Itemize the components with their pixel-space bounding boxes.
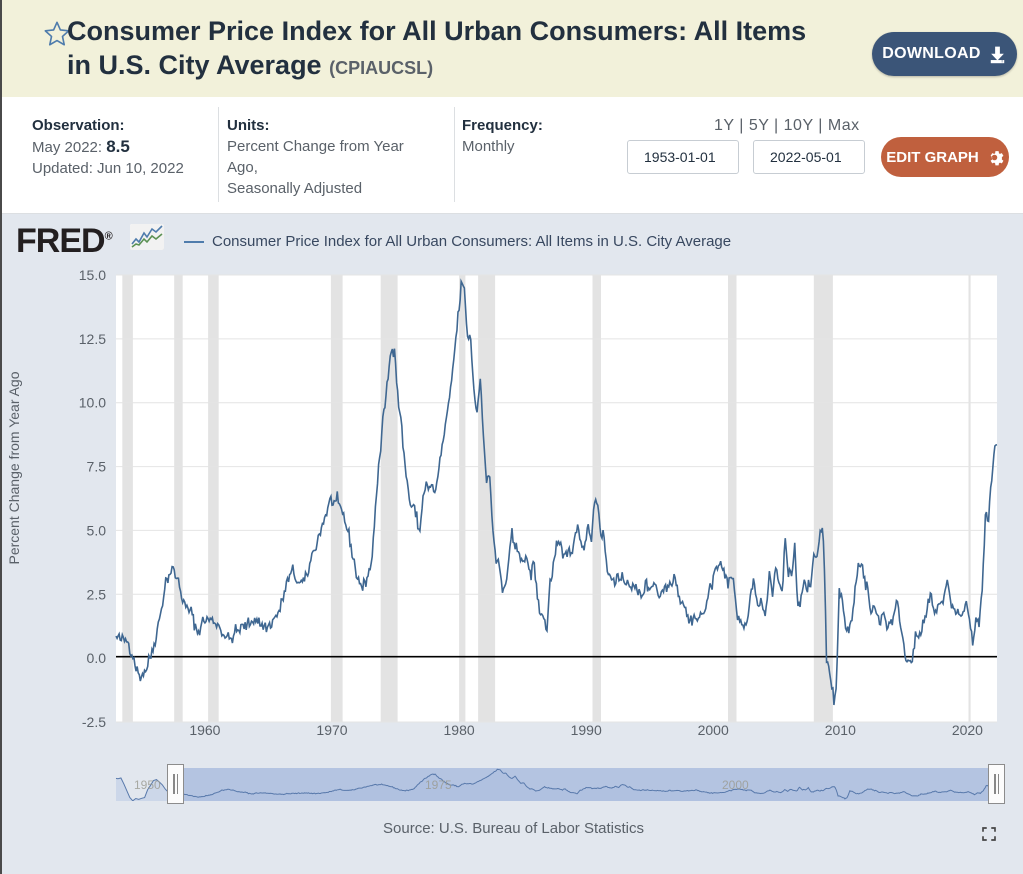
svg-text:1970: 1970 (316, 722, 347, 738)
svg-text:5.0: 5.0 (87, 522, 107, 538)
svg-text:2000: 2000 (698, 722, 729, 738)
svg-text:1980: 1980 (444, 722, 475, 738)
svg-text:1960: 1960 (189, 722, 220, 738)
svg-text:15.0: 15.0 (79, 267, 106, 283)
svg-text:7.5: 7.5 (87, 459, 107, 475)
svg-text:2.5: 2.5 (87, 586, 107, 602)
svg-text:-2.5: -2.5 (82, 714, 106, 730)
svg-text:2020: 2020 (952, 722, 983, 738)
svg-text:0.0: 0.0 (87, 650, 107, 666)
svg-text:12.5: 12.5 (79, 331, 106, 347)
svg-text:10.0: 10.0 (79, 395, 106, 411)
svg-text:1990: 1990 (571, 722, 602, 738)
svg-text:2010: 2010 (825, 722, 856, 738)
